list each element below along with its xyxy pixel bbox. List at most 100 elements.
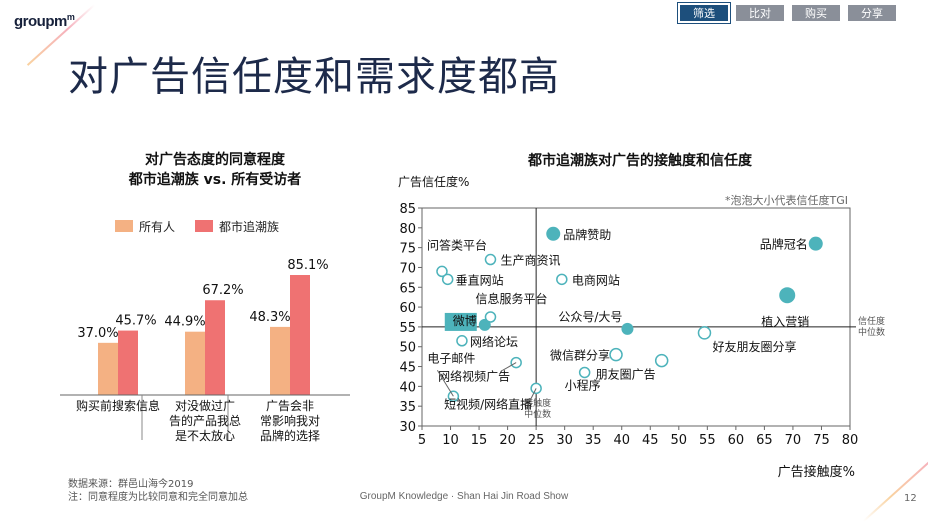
point-label: 小程序	[565, 377, 601, 392]
data-point	[441, 273, 454, 286]
legend-label: 都市追潮族	[219, 219, 279, 234]
y-tick-label: 65	[399, 281, 416, 296]
data-point	[621, 322, 634, 335]
x-axis-label: 广告接触度%	[778, 464, 855, 480]
x-tick-label: 25	[528, 433, 545, 448]
y-tick-label: 80	[399, 222, 416, 237]
source-line: 数据来源：群邑山海今2019	[68, 479, 194, 490]
data-label: 44.9%	[164, 315, 205, 330]
bar-chart: 所有人 都市追潮族 37.0%45.7% 44.9% 67.2% 48.3% 85.1% 购…	[60, 219, 350, 443]
legend-swatch	[115, 220, 133, 232]
bar	[270, 326, 290, 395]
tab-compare[interactable]: 比对	[736, 5, 784, 21]
category-label: 购买前搜索信息	[76, 398, 160, 413]
y-tick-label: 40	[399, 380, 416, 395]
y-tick-label: 75	[399, 242, 416, 257]
y-tick-label: 50	[399, 341, 416, 356]
highlight-box	[444, 312, 477, 331]
data-point	[654, 353, 669, 368]
leader-line	[501, 362, 517, 372]
data-point	[609, 347, 623, 362]
x-tick-label: 70	[785, 433, 802, 448]
y-tick-label: 55	[399, 321, 416, 336]
x-tick-label: 35	[585, 433, 602, 448]
point-label: 品牌冠名	[760, 237, 808, 252]
y-tick-label: 70	[399, 261, 416, 276]
bar	[185, 331, 205, 395]
point-label: 朋友圈广告	[596, 368, 656, 382]
data-point	[510, 356, 522, 369]
note-line: 注：同意程度为比较同意和完全同意加总	[68, 492, 248, 503]
data-point	[578, 366, 591, 379]
legend-swatch	[195, 220, 213, 232]
groupm-logo: groupmm	[14, 12, 75, 30]
data-point	[697, 326, 712, 340]
bubble-note: *泡泡大小代表信任度TGI	[725, 193, 848, 207]
footer-caption: GroupM Knowledge · Shan Hai Jin Road Sho…	[359, 491, 569, 502]
data-point	[456, 335, 468, 347]
bar-chart-title: 对广告态度的同意程度 都市追潮族 vs. 所有受访者	[90, 150, 340, 190]
y-tick-label: 45	[399, 361, 416, 376]
data-label: 85.1%	[287, 258, 328, 273]
tab-filter[interactable]: 筛选	[677, 2, 731, 24]
tab-share[interactable]: 分享	[848, 5, 896, 21]
x-tick-label: 50	[671, 433, 688, 448]
point-label: 信息服务平台	[475, 291, 547, 306]
source-note: 数据来源：群邑山海今2019 注：同意程度为比较同意和完全同意加总	[68, 478, 248, 504]
bar	[118, 330, 138, 395]
legend-label: 所有人	[139, 220, 175, 234]
point-label: 品牌赞助	[563, 228, 611, 242]
bar-chart-title-line2: 都市追潮族 vs. 所有受访者	[128, 172, 302, 188]
data-label: 48.3%	[249, 310, 290, 325]
point-label: 生产商资讯	[500, 253, 560, 268]
tab-buy[interactable]: 购买	[792, 5, 840, 21]
data-point	[779, 287, 796, 304]
scatter-title: 都市追潮族对广告的接触度和信任度	[528, 153, 752, 169]
data-point	[808, 236, 823, 251]
x-tick-label: 65	[756, 433, 773, 448]
y-median-label: 信任度	[858, 315, 885, 327]
category-label: 告的产品我总	[169, 413, 241, 428]
point-label: 电子邮件	[427, 351, 475, 365]
point-label: 好友朋友圈分享	[712, 339, 796, 354]
point-label: 短视频/网络直播	[444, 396, 532, 411]
category-label: 广告会非	[266, 399, 314, 413]
data-point	[484, 253, 497, 266]
data-point	[546, 226, 561, 241]
point-label: 公众号/大号	[558, 310, 622, 324]
plot-area	[421, 207, 851, 427]
x-tick-label: 5	[418, 433, 426, 448]
point-label: 植入营销	[761, 314, 809, 329]
y-tick-label: 30	[399, 420, 416, 435]
page-number: 12	[904, 493, 917, 504]
data-point	[436, 265, 448, 278]
x-median-label: 接触度	[524, 397, 551, 409]
point-label: 问答类平台	[427, 237, 487, 252]
category-label: 常影响我对	[260, 413, 320, 428]
point-label: 微博	[453, 313, 477, 328]
scatter-chart: 5 10 15 20 25 30 35 40 45 50 55 60 65 70 75 80 30 35 40 45 5…	[398, 174, 885, 480]
top-nav: 筛选 比对 购买 分享	[677, 2, 896, 24]
point-label: 网络视频广告	[438, 369, 510, 384]
leader-line	[529, 388, 537, 401]
y-tick-label: 60	[399, 301, 416, 316]
x-median-label: 中位数	[524, 408, 551, 420]
y-tick-label: 35	[399, 400, 416, 415]
y-tick-label: 85	[399, 202, 416, 217]
bar	[290, 275, 310, 395]
x-tick-label: 75	[813, 433, 830, 448]
data-point	[556, 273, 568, 286]
bar-marks: 37.0%45.7% 44.9% 67.2% 48.3% 85.1% 购买前搜索信息 对没做…	[60, 258, 350, 443]
x-tick-label: 20	[499, 433, 516, 448]
category-label: 品牌的选择	[260, 428, 320, 443]
bar	[205, 300, 225, 395]
bar-legend: 所有人 都市追潮族	[115, 219, 279, 234]
bar-chart-title-line1: 对广告态度的同意程度	[145, 152, 285, 168]
x-tick-label: 80	[842, 433, 859, 448]
data-label: 45.7%	[115, 314, 156, 329]
category-label: 对没做过广	[175, 398, 235, 413]
data-point	[484, 311, 497, 323]
x-tick-label: 60	[728, 433, 745, 448]
x-tick-label: 40	[613, 433, 630, 448]
